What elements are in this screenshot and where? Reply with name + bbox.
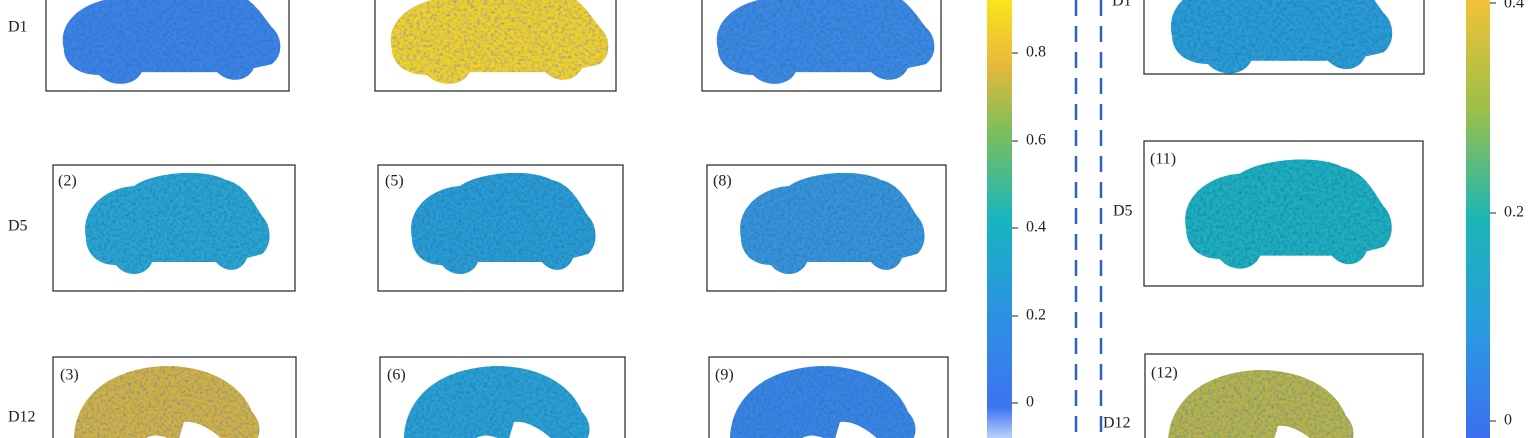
colorbar bbox=[987, 0, 1012, 438]
colorbar-label: 0 bbox=[1504, 412, 1512, 429]
row-label: D5 bbox=[8, 218, 28, 235]
panel-box bbox=[701, 0, 942, 92]
map bbox=[85, 172, 270, 275]
map bbox=[62, 0, 281, 84]
panel-box bbox=[52, 164, 296, 292]
row-label: D12 bbox=[1103, 415, 1131, 432]
left-panels: D1 D5 D12 (2) (5) (8) (3) (6) (9) bbox=[8, 0, 949, 438]
right-colorbar: 0.4 0.2 0 bbox=[1466, 0, 1524, 438]
panel-box bbox=[379, 356, 626, 438]
map bbox=[390, 0, 609, 84]
map bbox=[404, 366, 590, 438]
panel-box bbox=[1143, 0, 1425, 75]
panel-label: (2) bbox=[58, 173, 77, 190]
divider bbox=[1074, 0, 1103, 438]
panel-box bbox=[708, 356, 949, 438]
panel-label: (9) bbox=[715, 367, 734, 384]
panel-label: (3) bbox=[60, 367, 79, 384]
panel-label: (8) bbox=[713, 173, 732, 190]
row-label: D1 bbox=[1112, 0, 1132, 10]
panel-box bbox=[377, 164, 624, 292]
colorbar-label: 0.6 bbox=[1026, 132, 1046, 149]
colorbar-label: 0.2 bbox=[1504, 204, 1524, 221]
panel-box bbox=[374, 0, 617, 92]
map bbox=[740, 172, 925, 275]
left-colorbar: 0.8 0.6 0.4 0.2 0 bbox=[987, 0, 1046, 438]
map bbox=[74, 366, 260, 438]
colorbar-label: 0.4 bbox=[1026, 219, 1046, 236]
colorbar-label: 0.2 bbox=[1026, 307, 1046, 324]
colorbar-label: 0 bbox=[1026, 394, 1034, 411]
map bbox=[1185, 159, 1392, 269]
map bbox=[1168, 370, 1354, 438]
panel-label: (11) bbox=[1150, 151, 1176, 168]
map bbox=[716, 0, 935, 84]
panel-label: (5) bbox=[385, 173, 404, 190]
right-panels: D1 D5 D12 (11) (12) bbox=[1103, 0, 1425, 438]
map bbox=[1170, 0, 1393, 74]
colorbar-label: 0.4 bbox=[1504, 0, 1524, 12]
colorbar bbox=[1466, 0, 1490, 438]
panel-label: (6) bbox=[387, 367, 406, 384]
row-label: D12 bbox=[8, 409, 36, 426]
panel-box bbox=[52, 356, 297, 438]
panel-box bbox=[706, 164, 947, 292]
row-label: D5 bbox=[1113, 203, 1133, 220]
panel-box bbox=[1143, 140, 1424, 287]
row-label: D1 bbox=[8, 19, 28, 36]
map bbox=[411, 172, 596, 275]
colorbar-label: 0.8 bbox=[1026, 44, 1046, 61]
panel-box bbox=[45, 0, 290, 92]
panel-box bbox=[1144, 353, 1424, 438]
map bbox=[730, 366, 916, 438]
panel-label: (12) bbox=[1151, 365, 1178, 382]
